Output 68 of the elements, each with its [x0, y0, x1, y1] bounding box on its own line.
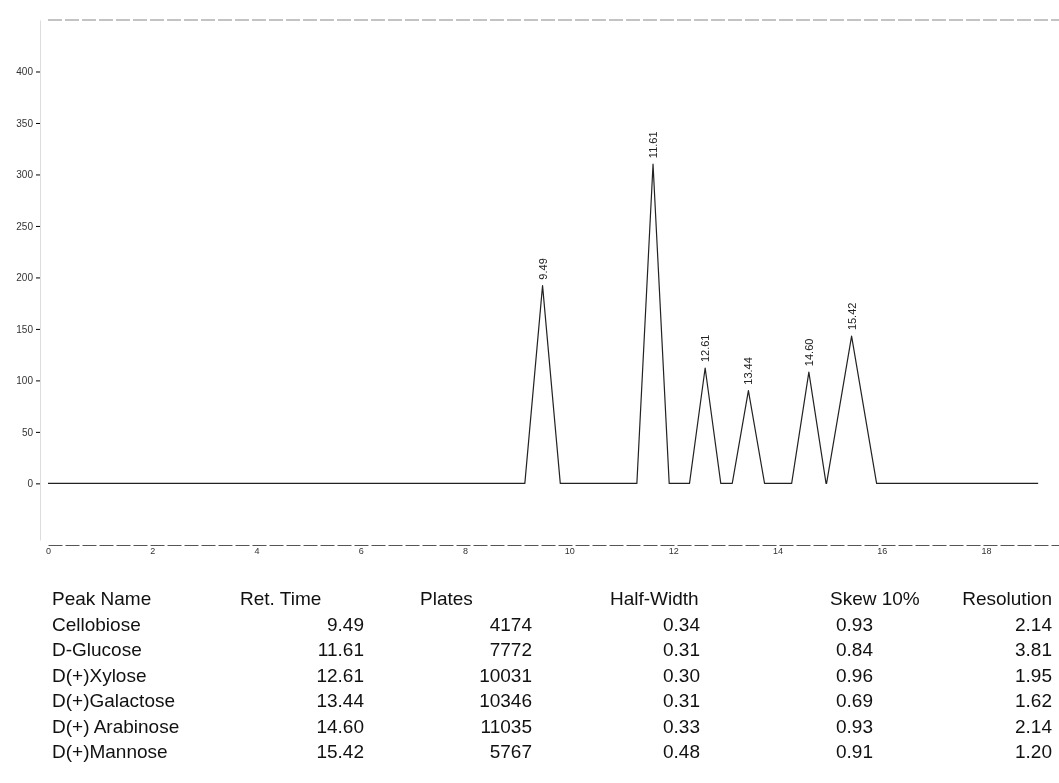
text: 10346	[479, 690, 532, 711]
text: D(+)Xylose	[52, 664, 147, 686]
y-tick-label: 50	[21, 426, 34, 438]
text: Plates	[420, 588, 473, 609]
x-tick-label: 14	[773, 546, 784, 557]
text: 0.48	[663, 741, 700, 762]
text: 0.33	[663, 715, 700, 737]
text: 13.44	[316, 690, 365, 711]
x-tick-label: 16	[877, 546, 888, 557]
y-tick-label: 200	[16, 272, 34, 284]
y-tick-label: 250	[16, 220, 34, 232]
text: 2.14	[1015, 715, 1053, 737]
annotation: 13.44	[742, 357, 755, 385]
x-tick-label: 0	[45, 546, 52, 557]
text: 1.62	[1015, 690, 1052, 711]
annotation: 11.61	[647, 131, 660, 159]
text: Peak Name	[52, 588, 152, 609]
text: 0.93	[836, 613, 873, 635]
y-tick-label: 300	[16, 169, 34, 181]
text: 2.14	[1015, 613, 1053, 635]
text: 1.95	[1015, 664, 1052, 686]
annotation: 9.49	[536, 258, 549, 280]
x-tick-label: 8	[462, 546, 468, 557]
text: 0.30	[663, 664, 700, 686]
y-tick-label: 400	[16, 66, 34, 78]
text: 0.31	[663, 639, 700, 660]
y-tick-label: 350	[16, 117, 34, 129]
y-tick-label: 100	[16, 375, 34, 387]
text: 11035	[480, 715, 532, 737]
text: Cellobiose	[52, 613, 141, 635]
text: Half-Width	[610, 588, 699, 609]
y-tick-label: 0	[27, 478, 34, 490]
x-tick-label: 12	[668, 546, 679, 557]
text: 0.31	[663, 690, 700, 711]
text: Resolution	[962, 588, 1052, 609]
text: D(+)Galactose	[52, 690, 176, 711]
text: 15.42	[316, 741, 364, 762]
text: 7772	[489, 639, 532, 660]
annotation: 12.61	[699, 334, 712, 363]
annotation: 14.60	[802, 338, 815, 367]
text: 0.84	[836, 639, 874, 660]
text: 3.81	[1015, 639, 1052, 660]
text: 0.91	[836, 741, 873, 762]
text: 11.61	[317, 639, 364, 660]
text: 0.34	[663, 613, 701, 635]
text: Ret. Time	[240, 588, 322, 609]
x-tick-label: 2	[150, 546, 156, 557]
x-tick-label: 10	[564, 546, 575, 557]
text: 10031	[479, 664, 532, 686]
text: 4174	[489, 613, 533, 635]
text: D(+)Mannose	[52, 741, 168, 762]
y-tick-label: 150	[16, 323, 34, 335]
text: D-Glucose	[52, 639, 142, 660]
text: 0.93	[836, 715, 873, 737]
text: 0.69	[836, 690, 873, 711]
text: 0.96	[836, 664, 873, 686]
line-series	[47, 163, 1039, 484]
text: 9.49	[327, 613, 364, 635]
x-tick-label: 18	[981, 546, 992, 557]
text: 1.20	[1015, 741, 1052, 762]
text: 12.61	[316, 664, 364, 686]
text: D(+) Arabinose	[52, 715, 180, 737]
text: Skew 10%	[830, 588, 920, 609]
text: 5767	[489, 741, 532, 762]
x-tick-label: 6	[358, 546, 364, 557]
x-tick-label: 4	[254, 546, 260, 557]
text: 14.60	[316, 715, 364, 737]
annotation: 15.42	[845, 302, 858, 331]
